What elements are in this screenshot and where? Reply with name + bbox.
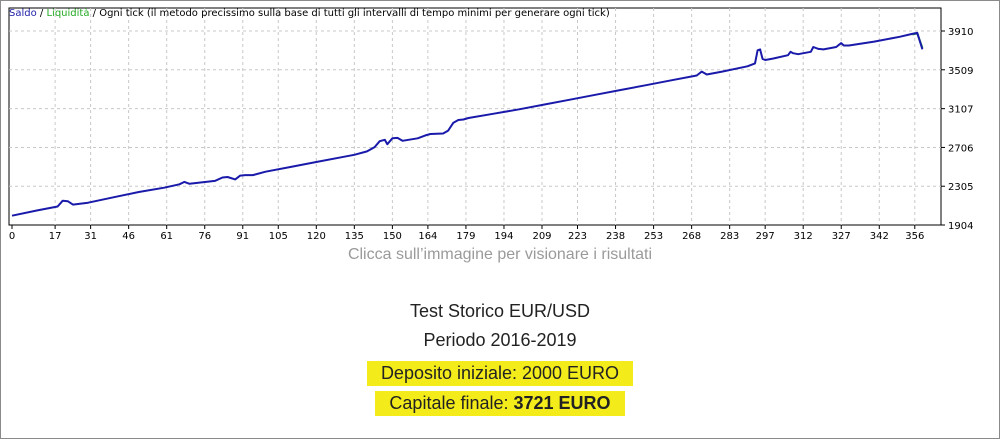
y-tick-label: 3107 xyxy=(948,105,973,116)
test-title: Test Storico EUR/USD xyxy=(409,301,591,321)
x-tick-label: 135 xyxy=(345,231,364,242)
x-tick-label: 342 xyxy=(870,231,889,242)
y-tick-label: 3910 xyxy=(948,27,973,38)
final-capital-highlight: Capitale finale: 3721 EURO xyxy=(375,391,625,416)
x-tick-label: 150 xyxy=(383,231,402,242)
x-tick-label: 120 xyxy=(307,231,326,242)
final-capital-value: 3721 EURO xyxy=(513,393,611,413)
legend-separator: / xyxy=(89,8,100,19)
x-tick-label: 356 xyxy=(905,231,924,242)
equity-chart[interactable]: 0 17 31 46 61 76 91 105 120 135 150 164 179 194 209 223… xyxy=(0,0,1000,245)
x-tick-label: 0 xyxy=(9,231,15,242)
legend-liquidita: Liquidità xyxy=(46,8,90,19)
x-axis-ticks: 0 17 31 46 61 76 91 105 120 135 150 164 179 194 209 223… xyxy=(9,225,924,242)
click-caption[interactable]: Clicca sull’immagine per visionare i ris… xyxy=(347,246,653,263)
y-tick-label: 1904 xyxy=(948,221,973,232)
legend-separator: / xyxy=(36,8,47,19)
x-tick-label: 238 xyxy=(606,231,625,242)
x-tick-label: 283 xyxy=(720,231,739,242)
x-tick-label: 179 xyxy=(456,231,475,242)
series-lines xyxy=(11,31,924,217)
y-tick-label: 2706 xyxy=(948,143,973,154)
grid-lines xyxy=(9,8,941,225)
y-axis-ticks: 1904 2305 2706 3107 3509 3910 xyxy=(941,27,973,232)
x-tick-label: 297 xyxy=(756,231,775,242)
x-tick-label: 61 xyxy=(160,231,173,242)
x-tick-label: 76 xyxy=(198,231,211,242)
final-capital-label: Capitale finale: xyxy=(389,393,514,413)
deposit-row: Deposito iniziale: 2000 EURO xyxy=(0,361,1000,386)
x-tick-label: 91 xyxy=(236,231,249,242)
x-tick-label: 268 xyxy=(682,231,701,242)
x-tick-label: 46 xyxy=(122,231,135,242)
legend-saldo: Saldo xyxy=(9,8,37,19)
legend-mode: Ogni tick (il metodo precissimo sulla ba… xyxy=(99,8,610,19)
deposit-highlight: Deposito iniziale: 2000 EURO xyxy=(366,361,634,386)
x-tick-label: 31 xyxy=(84,231,97,242)
series-line-saldo xyxy=(11,31,924,217)
x-tick-label: 194 xyxy=(494,231,513,242)
final-capital-row: Capitale finale: 3721 EURO xyxy=(0,391,1000,416)
y-tick-label: 3509 xyxy=(948,66,973,77)
test-period: Periodo 2016-2019 xyxy=(423,330,577,350)
x-tick-label: 253 xyxy=(644,231,663,242)
x-tick-label: 17 xyxy=(49,231,62,242)
plot-area xyxy=(8,7,942,226)
y-tick-label: 2305 xyxy=(948,182,973,193)
x-tick-label: 327 xyxy=(832,231,851,242)
x-tick-label: 105 xyxy=(269,231,288,242)
x-tick-label: 312 xyxy=(794,231,813,242)
x-tick-label: 223 xyxy=(568,231,587,242)
chart-legend: Saldo / Liquidità / Ogni tick (il metodo… xyxy=(9,8,610,19)
x-tick-label: 209 xyxy=(532,231,551,242)
x-tick-label: 164 xyxy=(418,231,437,242)
